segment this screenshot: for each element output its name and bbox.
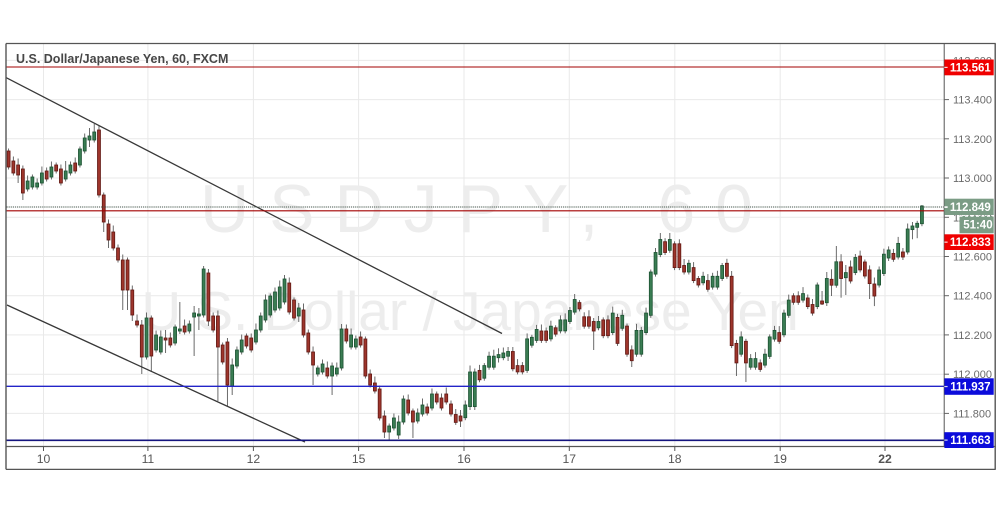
svg-text:112.400: 112.400 [953,291,992,303]
svg-text:16: 16 [457,452,471,466]
svg-text:113.400: 113.400 [953,95,992,107]
svg-text:51:40: 51:40 [963,220,992,232]
svg-text:U.S. Dollar/Japanese Yen, 60,: U.S. Dollar/Japanese Yen, 60, FXCM [16,52,228,66]
svg-text:112.833: 112.833 [950,237,991,249]
svg-text:17: 17 [563,452,577,466]
svg-text:111.663: 111.663 [950,435,990,447]
svg-text:USDJPY, 60: USDJPY, 60 [200,171,773,247]
svg-text:22: 22 [878,452,892,466]
svg-text:15: 15 [352,452,366,466]
svg-text:113.000: 113.000 [953,173,992,185]
svg-text:18: 18 [668,452,682,466]
svg-text:113.200: 113.200 [953,134,992,146]
svg-text:10: 10 [37,452,51,466]
svg-text:112.600: 112.600 [953,252,992,264]
svg-text:113.561: 113.561 [950,62,992,74]
svg-text:11: 11 [142,452,155,466]
svg-text:112.000: 112.000 [953,369,992,381]
svg-text:19: 19 [773,452,787,466]
svg-text:12: 12 [247,452,261,466]
svg-text:U.S. Dollar / Japanese Yen: U.S. Dollar / Japanese Yen [141,280,798,342]
svg-text:112.200: 112.200 [953,330,992,342]
svg-text:111.937: 111.937 [950,382,990,394]
svg-text:111.800: 111.800 [953,408,991,420]
svg-text:112.849: 112.849 [950,202,991,214]
